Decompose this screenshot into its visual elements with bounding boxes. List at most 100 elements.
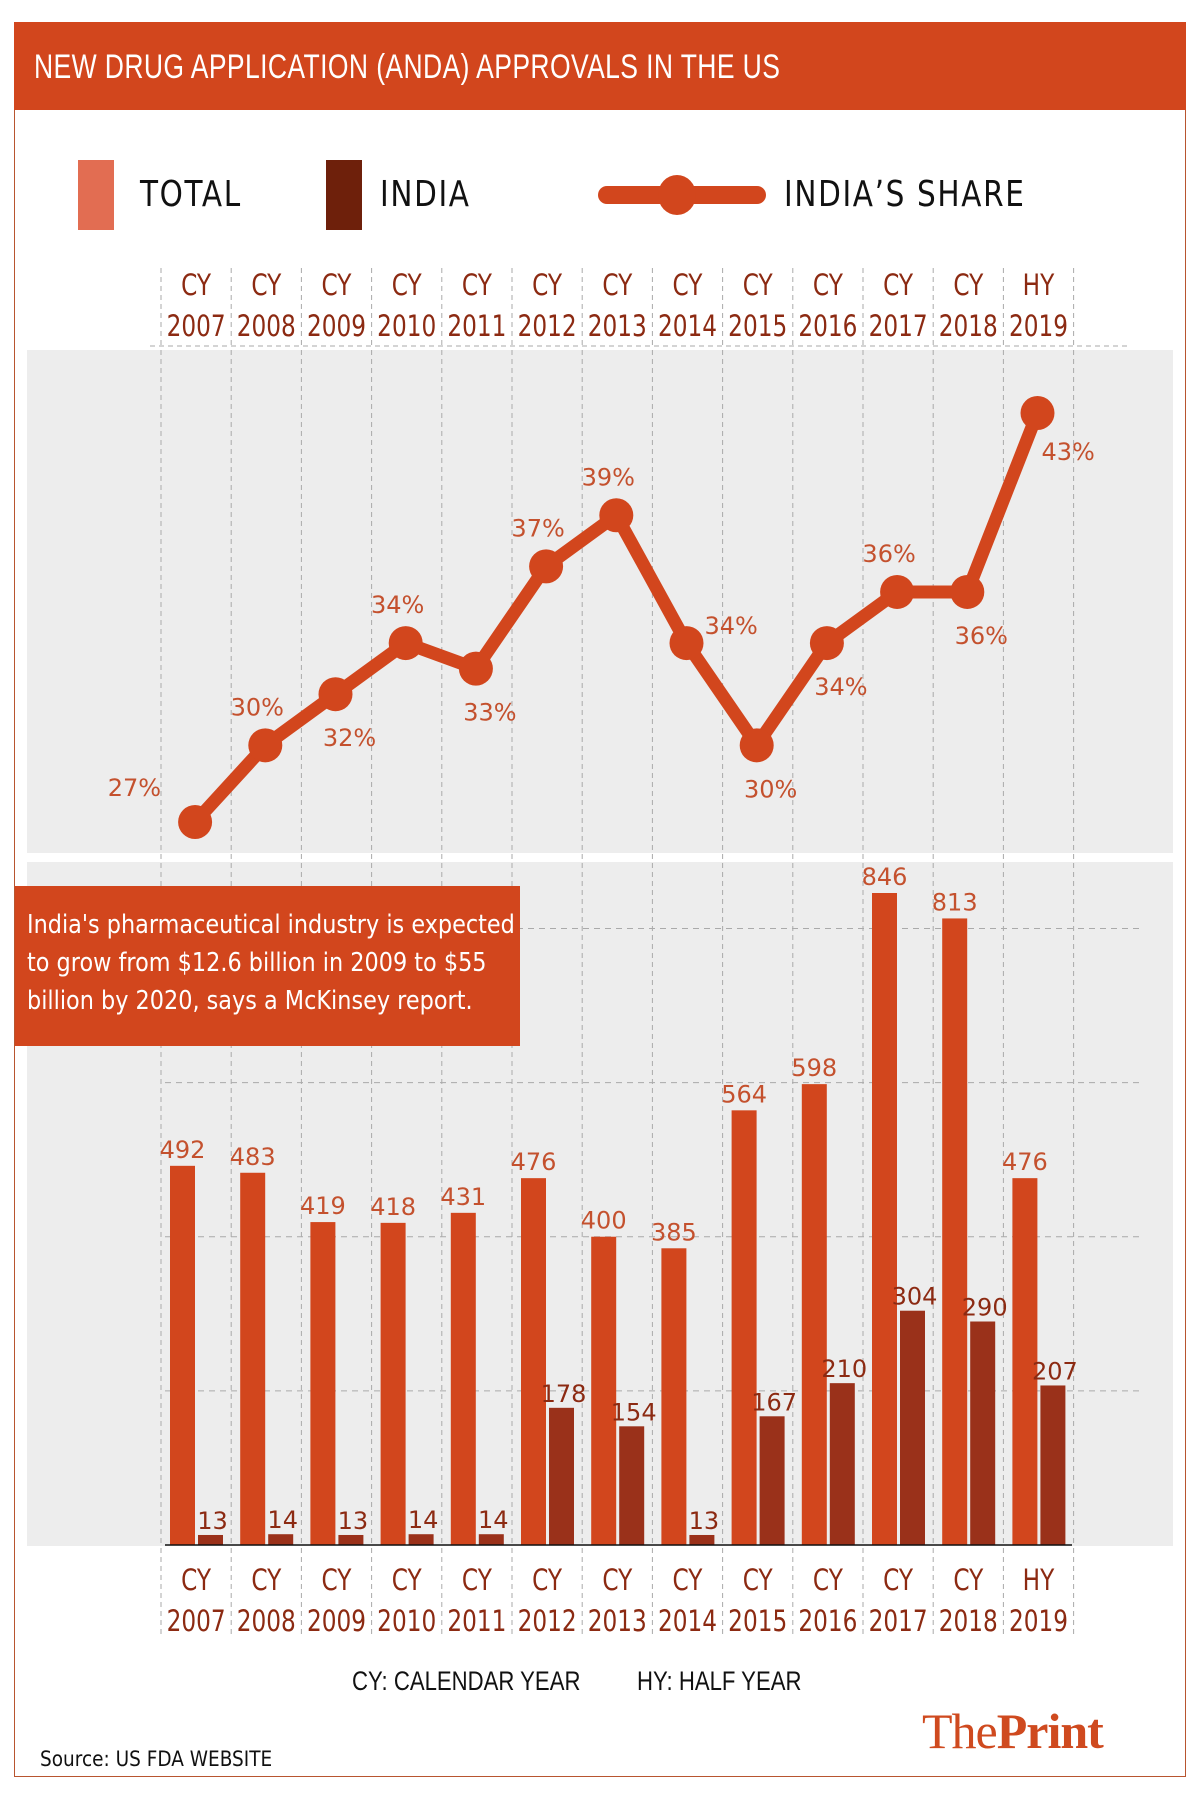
theprint-logo: ThePrint — [922, 1702, 1104, 1760]
bar-total — [240, 1172, 266, 1545]
share-point — [880, 574, 915, 609]
top-axis-label-prefix: CY — [181, 270, 212, 303]
bar-total — [380, 1222, 406, 1545]
bar-label-india: 14 — [408, 1506, 439, 1534]
bar-total — [170, 1165, 195, 1545]
share-label: 34% — [705, 612, 758, 640]
bar-total — [310, 1222, 336, 1545]
bar-label-total: 476 — [511, 1148, 557, 1176]
bar-label-india: 14 — [267, 1506, 298, 1534]
callout-line-3: billion by 2020, says a McKinsey report. — [27, 986, 473, 1016]
legend-marker-share — [658, 175, 696, 215]
legend-label-total: TOTAL — [140, 174, 242, 215]
bar-total — [942, 918, 968, 1545]
top-axis-label-prefix: HY — [1023, 270, 1055, 303]
bottom-axis-label-prefix: CY — [953, 1565, 984, 1598]
bar-india — [478, 1534, 504, 1545]
title-bar: NEW DRUG APPLICATION (ANDA) APPROVALS IN… — [14, 22, 1186, 110]
share-point — [529, 549, 564, 584]
share-label: 32% — [323, 724, 376, 752]
bar-label-india: 207 — [1032, 1357, 1078, 1385]
share-point — [318, 677, 353, 712]
top-axis-label-prefix: CY — [602, 270, 633, 303]
bar-total — [731, 1110, 757, 1545]
top-axis-label-prefix: CY — [462, 270, 493, 303]
horizontal-gridlines — [165, 927, 1140, 1392]
bar-label-india: 210 — [821, 1355, 867, 1383]
bottom-axis-label-year: 2019 — [1009, 1606, 1068, 1639]
share-label: 37% — [511, 514, 564, 542]
bar-label-india: 13 — [197, 1507, 228, 1535]
share-point — [458, 651, 493, 686]
bar-total — [801, 1084, 827, 1545]
top-axis-label-prefix: CY — [392, 270, 423, 303]
line-series — [178, 396, 1055, 839]
share-label: 30% — [744, 775, 797, 803]
bar-total — [1012, 1178, 1038, 1545]
bottom-axis-label-year: 2012 — [518, 1606, 577, 1639]
bar-label-total: 431 — [440, 1183, 486, 1211]
bottom-axis-label-prefix: CY — [322, 1565, 353, 1598]
legend-label-india: INDIA — [380, 174, 471, 215]
bar-total — [591, 1236, 617, 1545]
bar-series — [170, 893, 1066, 1545]
bottom-axis-label-year: 2013 — [588, 1606, 647, 1639]
callout-line-1: India's pharmaceutical industry is expec… — [27, 910, 515, 940]
bottom-axis-label-prefix: CY — [392, 1565, 423, 1598]
bar-value-labels: 492 483 419 418 431 476 400 385 564 598 846 813 476 1… — [160, 863, 1078, 1535]
bar-india — [900, 1310, 925, 1545]
bottom-axis-label-year: 2014 — [658, 1606, 717, 1639]
logo-the: The — [922, 1703, 998, 1759]
bar-india — [549, 1407, 574, 1545]
bar-label-india: 13 — [689, 1507, 720, 1535]
bar-total — [872, 893, 897, 1545]
top-axis-label-prefix: CY — [532, 270, 563, 303]
bottom-axis-label-prefix: CY — [813, 1565, 844, 1598]
share-point — [248, 728, 283, 763]
top-axis-label-prefix: CY — [673, 270, 704, 303]
share-label: 36% — [955, 622, 1008, 650]
top-axis-label-prefix: CY — [743, 270, 774, 303]
bar-india — [689, 1534, 715, 1545]
share-point — [739, 728, 774, 763]
share-label: 36% — [862, 540, 915, 568]
legend-label-share: INDIA’S SHARE — [784, 174, 1026, 215]
bar-label-total: 598 — [791, 1054, 837, 1082]
footnote-cy: CY: CALENDAR YEAR — [352, 1666, 581, 1696]
top-axis-label-year: 2012 — [518, 311, 577, 344]
bar-label-total: 564 — [721, 1080, 767, 1108]
legend-swatch-total — [78, 160, 114, 230]
bar-label-total: 385 — [651, 1218, 697, 1246]
bottom-axis-label-prefix: CY — [602, 1565, 633, 1598]
top-axis-label-prefix: CY — [251, 270, 282, 303]
bar-total — [661, 1248, 687, 1545]
footnote-hy: HY: HALF YEAR — [637, 1666, 802, 1696]
line-value-labels: 27% 30% 32% 34% 33% 37% 39% 34% 30% 34% 36% 36% 43% — [108, 438, 1095, 803]
bar-india — [619, 1426, 645, 1545]
share-point — [178, 805, 213, 839]
bottom-axis-label-prefix: CY — [462, 1565, 493, 1598]
callout-box: India's pharmaceutical industry is expec… — [15, 886, 520, 1046]
top-axis-label-prefix: CY — [953, 270, 984, 303]
share-point — [388, 626, 423, 661]
legend-swatch-india — [326, 160, 362, 230]
top-axis-label-year: 2019 — [1009, 311, 1068, 344]
chart-title: NEW DRUG APPLICATION (ANDA) APPROVALS IN… — [34, 48, 781, 86]
bar-india — [829, 1383, 855, 1545]
bottom-x-axis-labels: CY 2007 CY 2008 CY 2009 CY 2010 CY 2011 CY 2012 CY 20… — [167, 1565, 1068, 1639]
share-label: 43% — [1042, 438, 1095, 466]
top-axis-label-year: 2007 — [167, 311, 226, 344]
bar-label-india: 178 — [541, 1380, 587, 1408]
top-axis-label-year: 2015 — [728, 311, 787, 344]
bar-label-total: 483 — [230, 1143, 276, 1171]
share-point — [669, 626, 704, 661]
bar-label-total: 419 — [300, 1192, 346, 1220]
bottom-axis-label-year: 2017 — [869, 1606, 928, 1639]
bar-label-total: 476 — [1002, 1148, 1048, 1176]
top-axis-label-year: 2018 — [939, 311, 998, 344]
top-axis-label-year: 2016 — [798, 311, 857, 344]
bar-label-total: 418 — [370, 1193, 416, 1221]
share-point — [950, 574, 985, 609]
bar-label-india: 304 — [892, 1283, 938, 1311]
